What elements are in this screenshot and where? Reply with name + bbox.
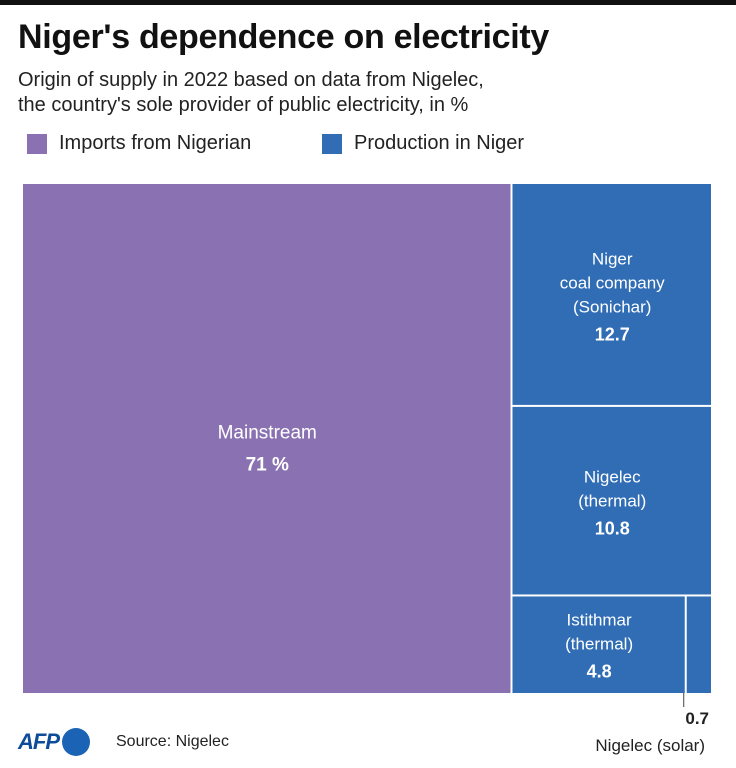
cell-value-nigelec-solar: 0.7 bbox=[685, 709, 709, 728]
legend-item-imports: Imports from Nigerian bbox=[27, 132, 251, 155]
source-note: Source: Nigelec bbox=[116, 733, 229, 750]
cell-label-mainstream-line-1: Mainstream bbox=[218, 423, 317, 444]
cell-value-nigelec-thermal: 10.8 bbox=[595, 519, 630, 539]
cell-label-niger-coal-company-sonichar-line-2: coal company bbox=[560, 273, 665, 292]
cell-label-niger-coal-company-sonichar-line-3: (Sonichar) bbox=[573, 297, 651, 316]
cell-label-istithmar-thermal-line-1: Istithmar bbox=[567, 611, 633, 630]
legend-swatch-production bbox=[322, 133, 342, 154]
legend-swatch-imports bbox=[27, 133, 47, 154]
subtitle-line-1: Origin of supply in 2022 based on data f… bbox=[18, 69, 484, 91]
legend-label-production: Production in Niger bbox=[354, 132, 525, 154]
treemap-cell-mainstream bbox=[23, 184, 511, 693]
top-rule bbox=[0, 0, 736, 5]
chart-title: Niger's dependence on electricity bbox=[18, 18, 550, 56]
cell-label-nigelec-thermal-line-2: (thermal) bbox=[578, 492, 646, 511]
cell-value-niger-coal-company-sonichar: 12.7 bbox=[595, 324, 630, 344]
afp-logo-circle bbox=[62, 728, 90, 756]
cell-label-nigelec-solar: Nigelec (solar) bbox=[595, 736, 705, 755]
legend-item-production: Production in Niger bbox=[322, 132, 524, 155]
legend-label-imports: Imports from Nigerian bbox=[59, 132, 252, 154]
treemap-cell-nigelec-thermal bbox=[512, 406, 711, 595]
cell-value-mainstream: 71 % bbox=[246, 455, 289, 476]
chart-subtitle: Origin of supply in 2022 based on data f… bbox=[18, 68, 718, 118]
treemap-cell-niger-coal-company-sonichar bbox=[512, 184, 711, 405]
subtitle-line-2: the country's sole provider of public el… bbox=[18, 94, 469, 116]
cell-label-nigelec-thermal-line-1: Nigelec bbox=[584, 468, 641, 487]
treemap-cell-istithmar-thermal bbox=[512, 596, 685, 693]
treemap-cell-nigelec-solar bbox=[686, 596, 711, 693]
cell-label-istithmar-thermal-line-2: (thermal) bbox=[565, 635, 633, 654]
cell-value-istithmar-thermal: 4.8 bbox=[587, 662, 612, 682]
afp-logo: AFP bbox=[18, 728, 90, 756]
afp-logo-text: AFP bbox=[18, 729, 60, 754]
cell-label-niger-coal-company-sonichar-line-1: Niger bbox=[592, 249, 633, 268]
